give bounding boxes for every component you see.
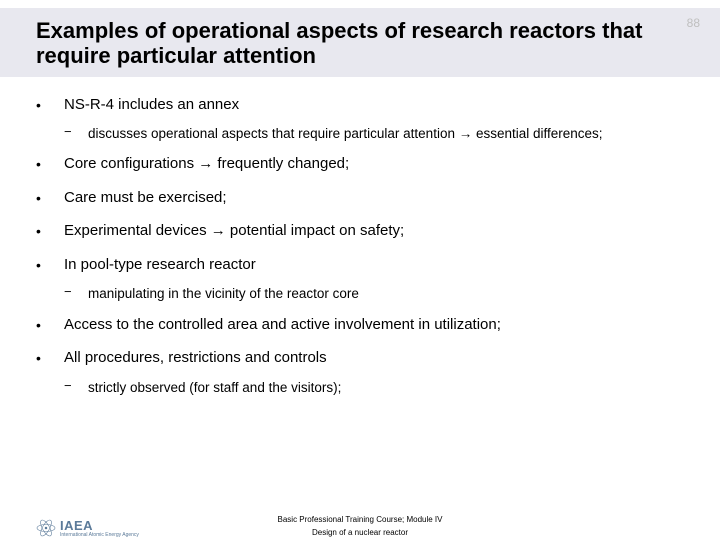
title-band: Examples of operational aspects of resea… [0, 8, 720, 77]
bullet-text: Experimental devices → potential impact … [64, 221, 404, 241]
bullet-marker: • [36, 188, 64, 206]
sub-bullet-item: −manipulating in the vicinity of the rea… [64, 284, 684, 304]
bullet-item: •Core configurations → frequently change… [36, 154, 684, 174]
bullet-text: All procedures, restrictions and control… [64, 348, 327, 368]
sub-bullet-item: −strictly observed (for staff and the vi… [64, 378, 684, 398]
sub-bullet-text: discusses operational aspects that requi… [88, 124, 603, 144]
sub-bullet-text: strictly observed (for staff and the vis… [88, 378, 341, 398]
slide-title: Examples of operational aspects of resea… [36, 18, 684, 69]
bullet-marker: • [36, 315, 64, 333]
bullet-item: •Experimental devices → potential impact… [36, 221, 684, 241]
bullet-item: •NS-R-4 includes an annex [36, 95, 684, 115]
bullet-item: •In pool-type research reactor [36, 255, 684, 275]
content-area: •NS-R-4 includes an annex−discusses oper… [0, 77, 720, 398]
bullet-text: Care must be exercised; [64, 188, 227, 208]
bullet-item: •All procedures, restrictions and contro… [36, 348, 684, 368]
bullet-text: Access to the controlled area and active… [64, 315, 501, 335]
sub-bullet-item: −discusses operational aspects that requ… [64, 124, 684, 144]
bullet-marker: • [36, 95, 64, 113]
bullet-text: Core configurations → frequently changed… [64, 154, 349, 174]
bullet-marker: • [36, 221, 64, 239]
bullet-item: •Access to the controlled area and activ… [36, 315, 684, 335]
sub-bullet-marker: − [64, 284, 88, 299]
bullet-item: •Care must be exercised; [36, 188, 684, 208]
bullet-marker: • [36, 154, 64, 172]
bullet-text: In pool-type research reactor [64, 255, 256, 275]
footer: Basic Professional Training Course; Modu… [0, 514, 720, 540]
bullet-text: NS-R-4 includes an annex [64, 95, 239, 115]
footer-line-2: Design of a nuclear reactor [0, 527, 720, 540]
page-number: 88 [687, 16, 700, 30]
footer-line-1: Basic Professional Training Course; Modu… [0, 514, 720, 527]
bullet-marker: • [36, 348, 64, 366]
sub-bullet-text: manipulating in the vicinity of the reac… [88, 284, 359, 304]
bullet-marker: • [36, 255, 64, 273]
sub-bullet-marker: − [64, 378, 88, 393]
sub-bullet-marker: − [64, 124, 88, 139]
